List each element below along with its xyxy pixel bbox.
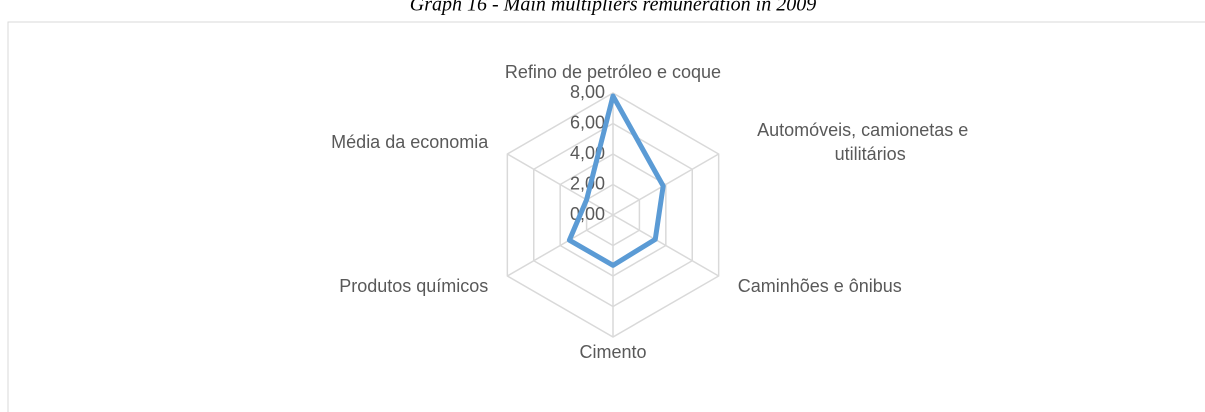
spoke <box>506 153 614 216</box>
r-tick-label: 6,00 <box>570 112 605 132</box>
series-line <box>566 93 666 268</box>
spoke <box>612 214 720 277</box>
category-label: Refino de petróleo e coque <box>505 62 721 82</box>
spoke <box>506 214 614 277</box>
category-label: Caminhões e ônibus <box>738 276 902 296</box>
chart-title: Graph 16 - Main multipliers remuneration… <box>410 0 816 16</box>
category-label: Média da economia <box>331 132 489 152</box>
category-label: Cimento <box>579 342 646 362</box>
r-tick-label: 2,00 <box>570 173 605 193</box>
chart-frame <box>7 21 1205 412</box>
category-label: Produtos químicos <box>339 276 488 296</box>
category-label: Automóveis, camionetas e utilitários <box>757 120 968 164</box>
spoke <box>612 153 720 216</box>
r-tick-label: 8,00 <box>570 82 605 102</box>
